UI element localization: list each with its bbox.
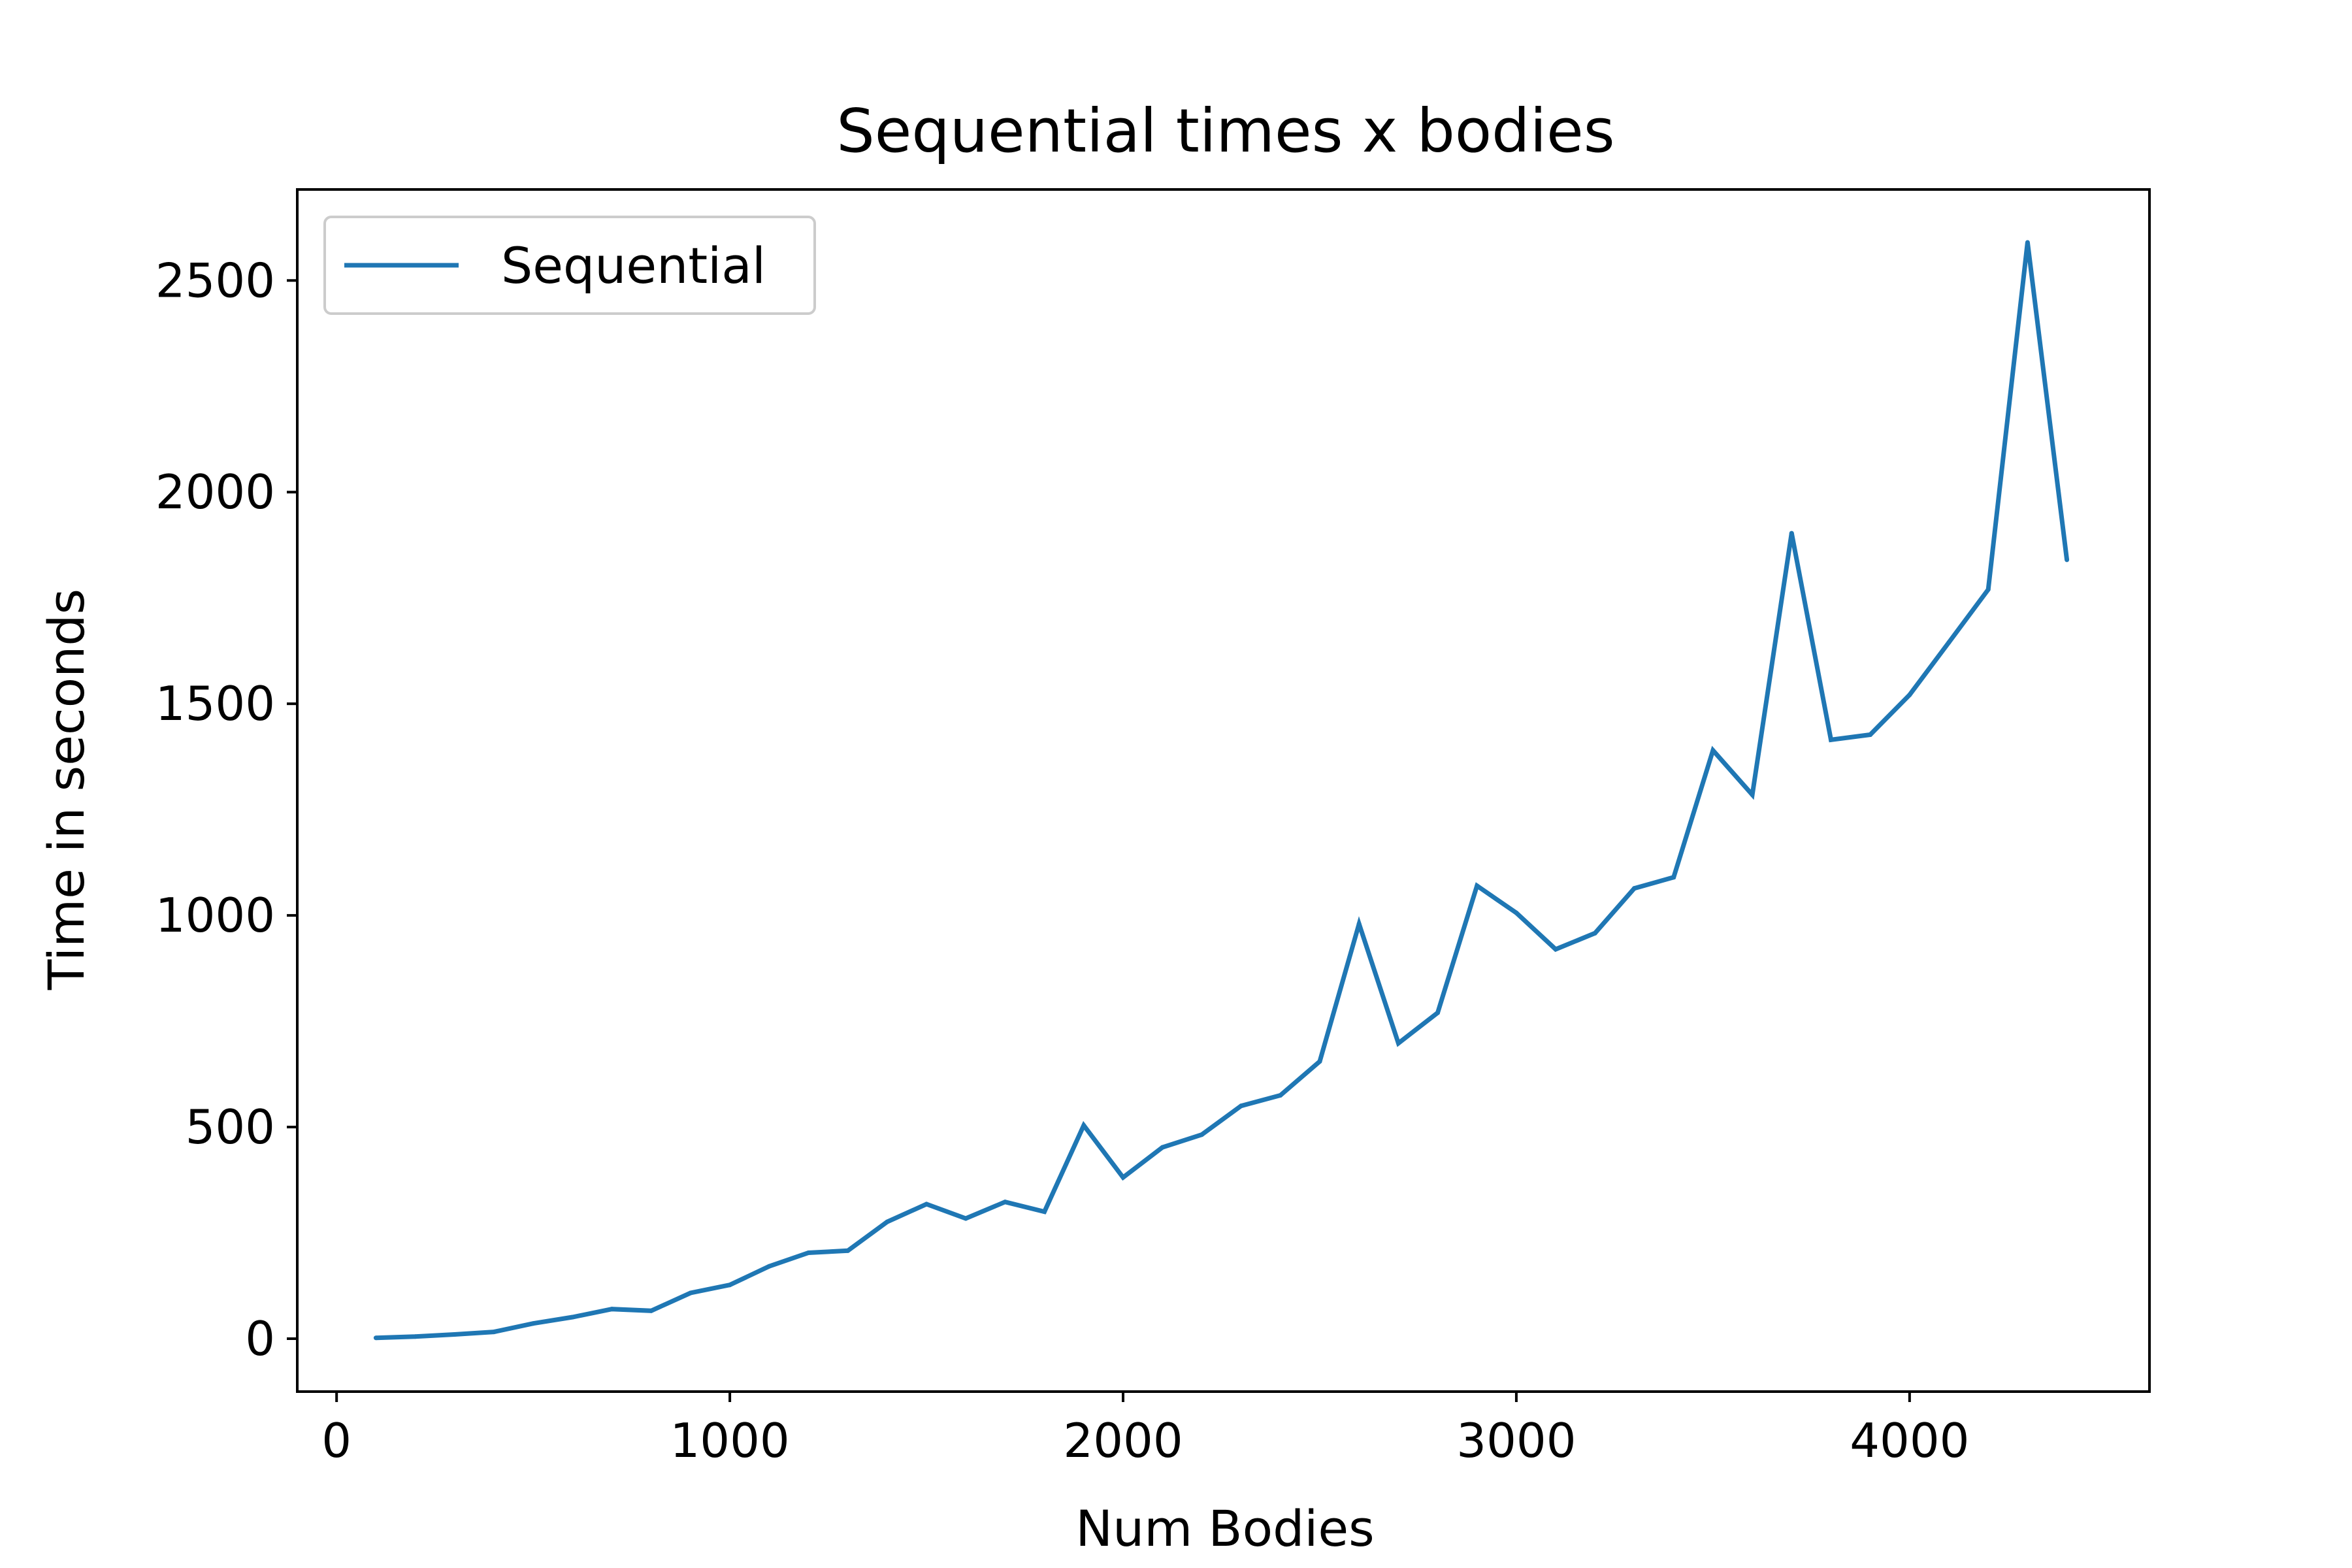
- data-point: [1160, 1145, 1165, 1150]
- data-point: [1828, 737, 1833, 742]
- data-point: [963, 1216, 968, 1221]
- data-point: [1199, 1132, 1204, 1137]
- data-point: [570, 1315, 575, 1320]
- data-point: [806, 1250, 811, 1255]
- y-tick-label: 0: [245, 1311, 275, 1366]
- y-tick-label: 2000: [155, 465, 275, 519]
- data-point: [413, 1334, 418, 1339]
- data-point: [452, 1332, 457, 1337]
- x-tick-label: 3000: [1456, 1413, 1576, 1468]
- axes-frame: [296, 188, 2151, 1393]
- chart-title: Sequential times x bodies: [836, 96, 1614, 166]
- data-point: [649, 1308, 654, 1313]
- data-point: [610, 1307, 615, 1312]
- data-point: [924, 1201, 929, 1207]
- y-axis-title: Time in seconds: [37, 589, 95, 990]
- x-tick-label: 0: [321, 1413, 351, 1468]
- data-point: [1750, 792, 1755, 797]
- legend-box: [323, 216, 816, 315]
- data-point: [1985, 587, 1991, 592]
- data-point: [1396, 1041, 1401, 1046]
- y-tick-label: 1500: [155, 676, 275, 731]
- legend-label: Sequential: [501, 237, 766, 295]
- data-point: [1317, 1059, 1322, 1064]
- x-tick-label: 2000: [1063, 1413, 1183, 1468]
- data-point: [1592, 930, 1597, 936]
- y-tick-label: 2500: [155, 253, 275, 308]
- data-point: [885, 1219, 890, 1224]
- data-point: [766, 1264, 772, 1269]
- data-point: [373, 1335, 378, 1341]
- y-tick-label: 500: [186, 1100, 275, 1154]
- data-point: [1475, 883, 1480, 889]
- x-tick-label: 4000: [1850, 1413, 1969, 1468]
- data-point: [1789, 531, 1794, 536]
- data-point: [1553, 947, 1558, 952]
- data-point: [1435, 1010, 1441, 1015]
- data-point: [1946, 640, 1952, 645]
- plot-area: 0 1000 2000 3000 4000 0 500 1000 1500 2000 2500 Seq…: [155, 188, 2151, 1468]
- data-point: [1239, 1103, 1244, 1109]
- data-point: [845, 1248, 851, 1253]
- data-point: [1356, 921, 1362, 926]
- data-point: [1671, 875, 1676, 880]
- data-point: [1120, 1175, 1126, 1180]
- data-point: [688, 1290, 693, 1296]
- data-point: [1081, 1122, 1086, 1128]
- data-point: [1710, 747, 1716, 753]
- data-point: [2065, 557, 2070, 563]
- data-point: [1907, 693, 1912, 698]
- series-line: [376, 242, 2070, 1341]
- data-point: [1278, 1092, 1283, 1098]
- y-tick-label: 1000: [155, 888, 275, 943]
- x-axis-title: Num Bodies: [1075, 1499, 1375, 1558]
- data-point: [1042, 1209, 1047, 1215]
- data-point: [1631, 886, 1637, 891]
- data-point: [1514, 910, 1519, 915]
- data-point: [1868, 732, 1873, 737]
- data-point: [491, 1330, 497, 1335]
- x-tick-label: 1000: [670, 1413, 789, 1468]
- data-point: [727, 1282, 732, 1288]
- data-point: [531, 1321, 536, 1326]
- data-point: [1002, 1200, 1007, 1205]
- data-point: [2025, 240, 2030, 245]
